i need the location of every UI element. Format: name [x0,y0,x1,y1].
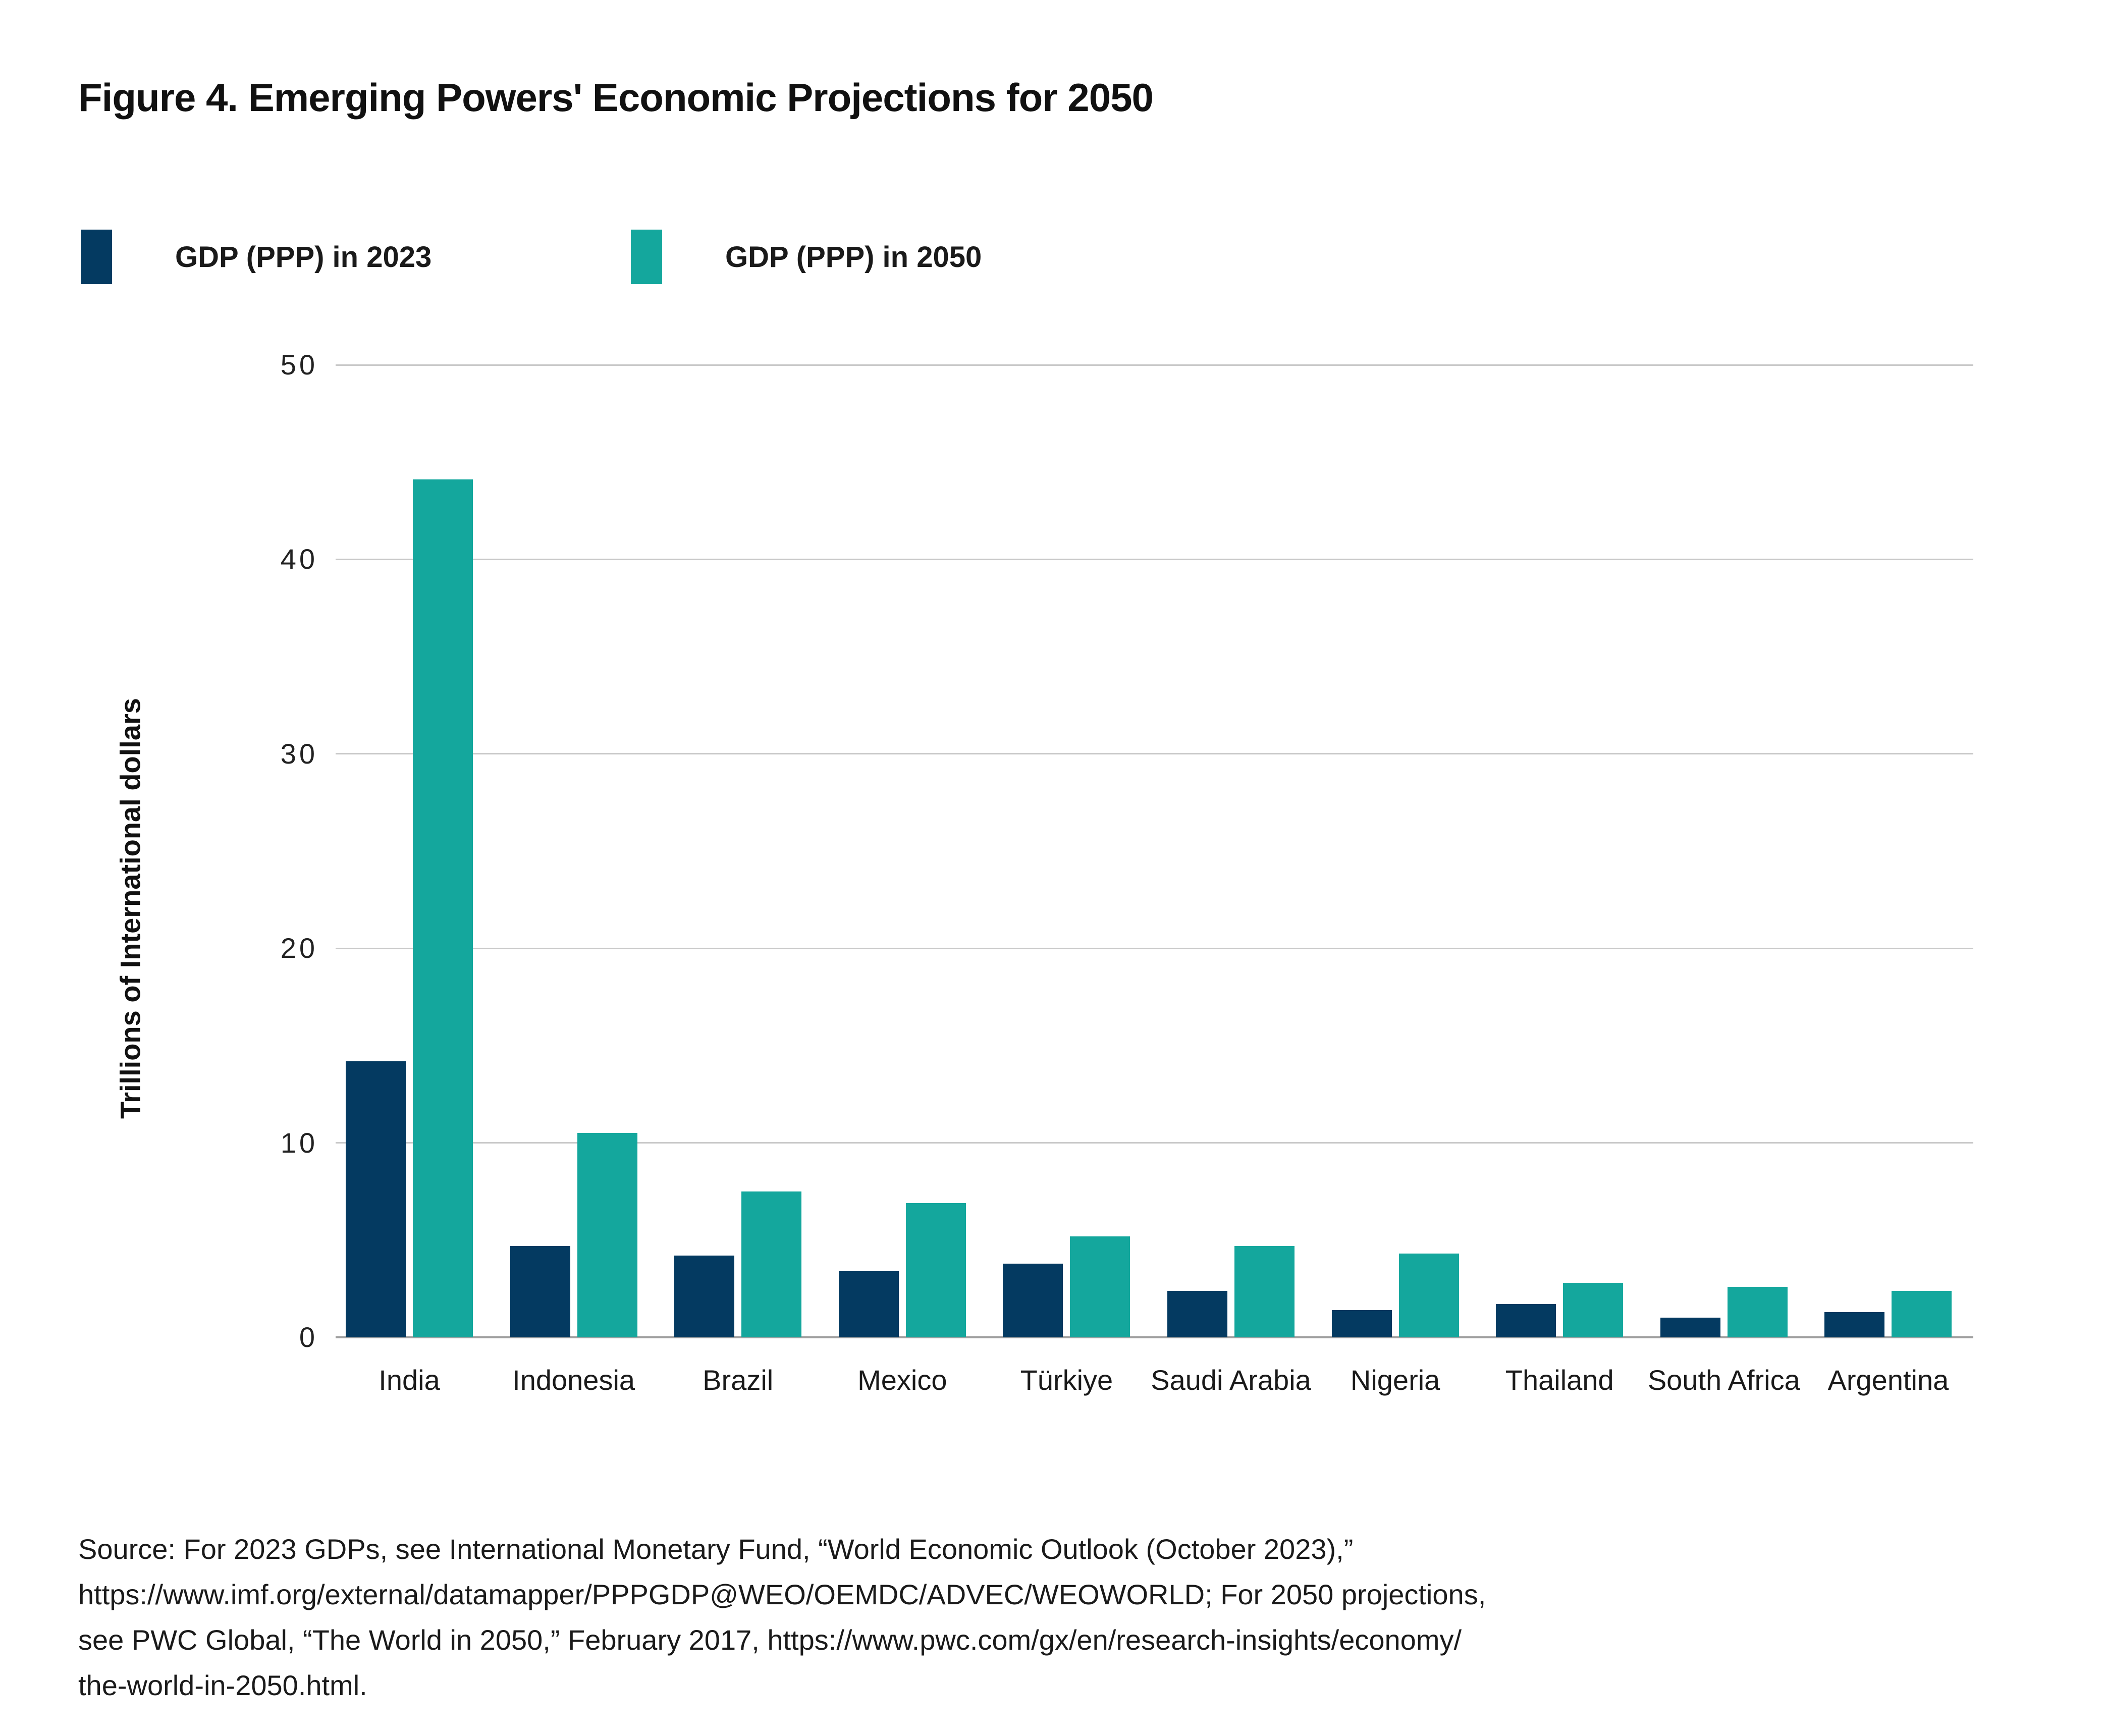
figure-title: Figure 4. Emerging Powers' Economic Proj… [78,75,1154,120]
gridline-10 [336,1142,1973,1144]
bar-group-indonesia: Indonesia [510,365,637,1396]
bar-mexico-2023 [838,1271,899,1337]
x-axis-baseline [336,1336,1973,1338]
bar-mexico-2050 [905,1203,966,1337]
bar-group-saudi-arabia: Saudi Arabia [1151,365,1311,1396]
bar-brazil-2050 [741,1191,802,1337]
bar-nigeria-2050 [1398,1254,1459,1337]
bar-argentina-2050 [1892,1290,1952,1337]
legend-item-2050: GDP (PPP) in 2050 [631,230,982,284]
gridline-30 [336,753,1973,755]
bar-south-africa-2050 [1727,1286,1788,1337]
bar-saudi-arabia-2023 [1167,1290,1227,1337]
bar-group-india: India [346,365,473,1396]
bar-group-argentina: Argentina [1824,365,1952,1396]
x-tick-label-mexico: Mexico [857,1364,947,1396]
x-tick-label-argentina: Argentina [1827,1364,1949,1396]
bar-group-thailand: Thailand [1496,365,1624,1396]
bar-group-south-africa: South Africa [1648,365,1800,1396]
x-tick-label-india: India [379,1364,440,1396]
x-tick-label-brazil: Brazil [703,1364,774,1396]
bar-south-africa-2023 [1660,1318,1720,1337]
bar-nigeria-2023 [1331,1310,1392,1337]
gridline-40 [336,558,1973,560]
x-tick-label-t-rkiye: Türkiye [1020,1364,1113,1396]
bar-saudi-arabia-2050 [1234,1245,1295,1337]
y-tick-label-40: 40 [280,543,318,575]
y-tick-label-20: 20 [280,932,318,964]
bar-t-rkiye-2050 [1070,1236,1130,1337]
gridline-50 [336,364,1973,366]
x-tick-label-south-africa: South Africa [1647,1364,1800,1396]
y-tick-label-10: 10 [280,1126,318,1159]
bar-group-nigeria: Nigeria [1331,365,1459,1396]
bar-argentina-2023 [1824,1312,1885,1337]
plot-area: India Indonesia Brazil Mexico Türkiye Saudi A… [336,364,1973,1396]
chart-legend: GDP (PPP) in 2023 GDP (PPP) in 2050 [0,230,2103,285]
bar-t-rkiye-2023 [1003,1263,1063,1337]
x-tick-label-saudi-arabia: Saudi Arabia [1151,1364,1311,1396]
bar-group-mexico: Mexico [838,365,966,1396]
bar-group-t-rkiye: Türkiye [1003,365,1130,1396]
bar-indonesia-2023 [510,1245,570,1337]
bar-thailand-2023 [1496,1304,1556,1337]
bar-india-2023 [346,1061,406,1337]
x-tick-label-thailand: Thailand [1505,1364,1614,1396]
y-tick-label-50: 50 [280,349,318,381]
bar-thailand-2050 [1563,1283,1624,1337]
bar-indonesia-2050 [577,1133,637,1337]
legend-label-2023: GDP (PPP) in 2023 [175,240,432,274]
legend-label-2050: GDP (PPP) in 2050 [725,240,982,274]
gridline-20 [336,947,1973,949]
x-tick-label-indonesia: Indonesia [512,1364,635,1396]
source-note: Source: For 2023 GDPs, see International… [78,1533,1486,1701]
x-tick-label-nigeria: Nigeria [1350,1364,1440,1396]
legend-swatch-2023 [81,230,112,284]
bar-group-brazil: Brazil [674,365,802,1396]
legend-swatch-2050 [631,230,662,284]
bar-brazil-2023 [674,1256,735,1337]
y-tick-label-30: 30 [280,737,318,770]
y-tick-label-0: 0 [299,1321,318,1353]
legend-item-2023: GDP (PPP) in 2023 [81,230,432,284]
bar-india-2050 [413,479,473,1337]
